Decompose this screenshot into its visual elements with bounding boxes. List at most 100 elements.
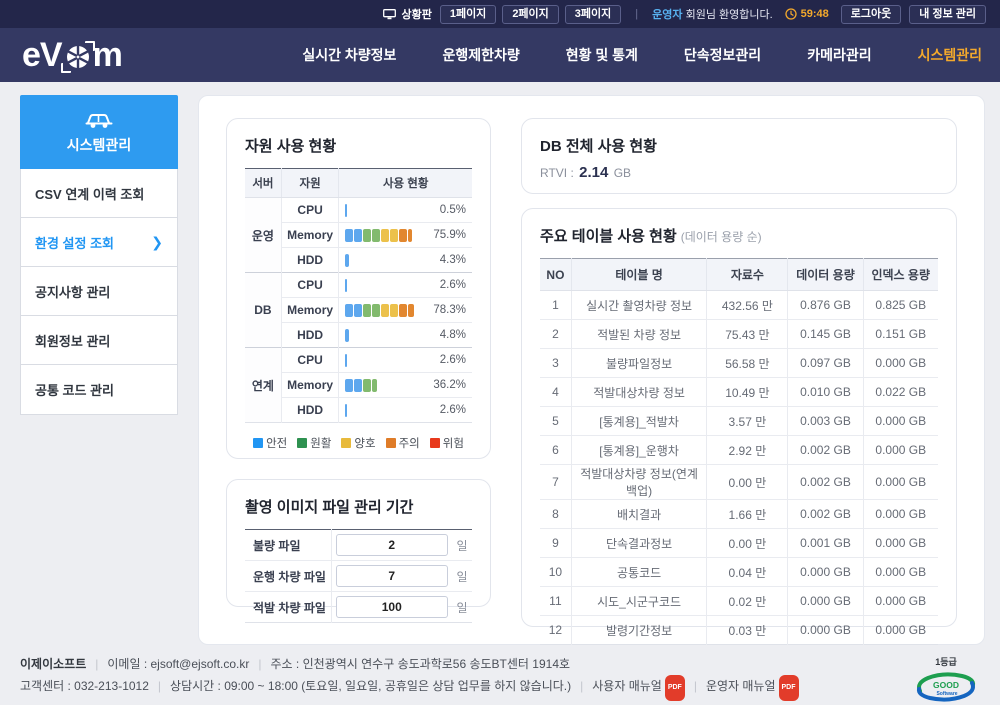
evom-logo[interactable]: eV m [22,35,123,75]
sidebar-item[interactable]: 환경 설정 조회 ❯ [21,218,177,267]
legend-swatch [253,438,264,448]
admin-manual-link[interactable]: 운영자 매뉴얼 PDF [706,675,799,701]
table-cell: 1 [540,290,572,320]
user-manual-link[interactable]: 사용자 매뉴얼 PDF [592,675,685,701]
table-header-cell: 데이터 용량 [787,258,864,291]
usage-percent: 2.6% [439,354,466,366]
file-period-input[interactable] [335,534,448,556]
legend-label: 주의 [398,438,420,450]
chevron-right-icon: ❯ [151,233,163,250]
usage-bar [345,228,433,242]
nav-item-link[interactable]: 운행제한차량 [442,47,520,63]
legend-label: 위험 [442,438,464,450]
sidebar-item[interactable]: 회원정보 관리❯ [21,316,177,365]
myinfo-button[interactable]: 내 정보 관리 [909,4,986,24]
usage-bar-cell: 2.6% [338,347,472,373]
file-period-input-cell [331,560,452,592]
main-nav: 실시간 차량정보 운행제한차량 현황 및 통계 단속정보관리 카메라관리 시스템관리 [302,45,982,65]
file-period-label: 적발 차량 파일 [245,591,332,623]
page-button[interactable]: 2페이지 [502,4,559,24]
sidebar-item[interactable]: CSV 연계 이력 조회❯ [21,169,177,218]
db-metric-value: 2.14 [579,164,609,181]
nav-item-active[interactable]: 시스템관리 [917,47,982,63]
usage-bar [345,328,433,342]
page-button[interactable]: 1페이지 [439,4,497,24]
footer-address: 주소 : 인천광역시 연수구 송도과학로56 송도BT센터 1914호 [270,657,571,671]
table-cell: 0.000 GB [863,348,938,378]
usage-bar-segment [345,378,354,392]
resource-row: HDD 2.6% [245,397,472,423]
sidebar-item[interactable]: 공지사항 관리❯ [21,267,177,316]
resource-row: Memory 36.2% [245,372,472,398]
dashboard-link[interactable]: 상황판 [383,6,432,22]
table-cell: 0.001 GB [787,528,864,558]
resource-table: 서버 자원 사용 현황 운영 CPU 0.5% Memory 75.9% HDD 4.3% DB C… [245,168,472,423]
usage-bar [345,303,433,317]
timer-value: 59:48 [800,8,829,20]
usage-bar-segment [398,228,407,242]
logo-text-right: m [92,35,123,74]
nav-item-link[interactable]: 카메라관리 [807,47,872,63]
legend-item: 양호 [341,435,376,451]
resource-row: 운영 CPU 0.5% [245,197,472,273]
table-cell: 0.010 GB [787,377,864,407]
monitor-icon [383,8,397,20]
resource-legend: 안전 원활 양호 주의 위험 [245,435,472,451]
usage-bar-cell: 2.6% [338,397,472,423]
nav-item-link[interactable]: 실시간 차량정보 [302,47,397,63]
nav-item-link[interactable]: 현황 및 통계 [565,47,638,63]
footer-email: 이메일 : ejsoft@ejsoft.co.kr [107,657,250,671]
table-header-cell: NO [540,258,572,291]
table-cell: 0.000 GB [863,615,938,645]
nav-item-link[interactable]: 단속정보관리 [683,47,762,63]
table-row: 10 공통코드 0.04 만 0.000 GB 0.000 GB [540,557,938,587]
table-cell: 10 [540,557,572,587]
sidebar-header[interactable]: 시스템관리 [20,95,178,169]
file-period-input[interactable] [335,596,448,618]
resource-name-cell: HDD [281,397,340,423]
file-period-input[interactable] [335,565,448,587]
table-row: 8 배치결과 1.66 만 0.002 GB 0.000 GB [540,499,938,529]
logout-button[interactable]: 로그아웃 [840,4,902,24]
table-row: 6 [통계용]_운행차 2.92 만 0.002 GB 0.000 GB [540,435,938,465]
pdf-icon[interactable]: PDF [778,675,799,701]
sidebar-item[interactable]: 공통 코드 관리❯ [21,365,177,414]
usage-bar-segment [345,253,349,267]
usage-percent: 75.9% [433,229,466,241]
table-cell: 0.097 GB [787,348,864,378]
top-utility-bar: 상황판 1페이지 2페이지 3페이지 | 운영자 회원님 환영합니다. 59:48 … [0,0,1000,28]
table-row: 3 불량파일정보 56.58 만 0.097 GB 0.000 GB [540,348,938,378]
usage-bar-segment [389,303,398,317]
usage-bar-segment [345,353,348,367]
sidebar-item-label: CSV 연계 이력 조회 [35,186,145,202]
page-button[interactable]: 3페이지 [564,4,622,24]
resource-row: 연계 CPU 2.6% [245,347,472,423]
legend-swatch [341,438,352,448]
usage-bar-segment [345,303,354,317]
table-cell: 배치결과 [571,499,708,529]
pdf-icon[interactable]: PDF [664,675,685,701]
table-cell: 적발대상차량 정보(연계백업) [571,464,708,500]
table-panel-title: 주요 테이블 사용 현황 (데이터 용량 순) [540,228,762,245]
usage-bar-segment [372,378,377,392]
usage-bar-segment [363,303,372,317]
usage-bar-segment [380,303,389,317]
legend-label: 원활 [310,438,332,450]
footer: 이제이소프트 | 이메일 : ejsoft@ejsoft.co.kr | 주소 : 인천… [20,653,799,701]
table-header-cell: 테이블 명 [571,258,708,291]
table-cell: 0.000 GB [787,557,864,587]
usage-bar-cell: 4.3% [338,247,472,273]
main-navbar: eV m 실시간 차량정보 운행제한차량 현황 및 통계 단속정보관리 카메라관리 시스템… [0,28,1000,82]
resource-header-cell: 사용 현황 [338,168,472,198]
table-cell: 0.000 GB [787,615,864,645]
separator: | [635,8,639,20]
table-row: 9 단속결과정보 0.00 만 0.001 GB 0.000 GB [540,528,938,558]
table-cell: 0.000 GB [863,464,938,500]
table-cell: 10.49 만 [706,377,789,407]
file-period-unit: 일 [452,560,472,592]
table-cell: 4 [540,377,572,407]
usage-bar-segment [363,378,372,392]
table-cell: 2 [540,319,572,349]
table-cell: 0.03 만 [706,615,789,645]
legend-swatch [429,438,440,448]
